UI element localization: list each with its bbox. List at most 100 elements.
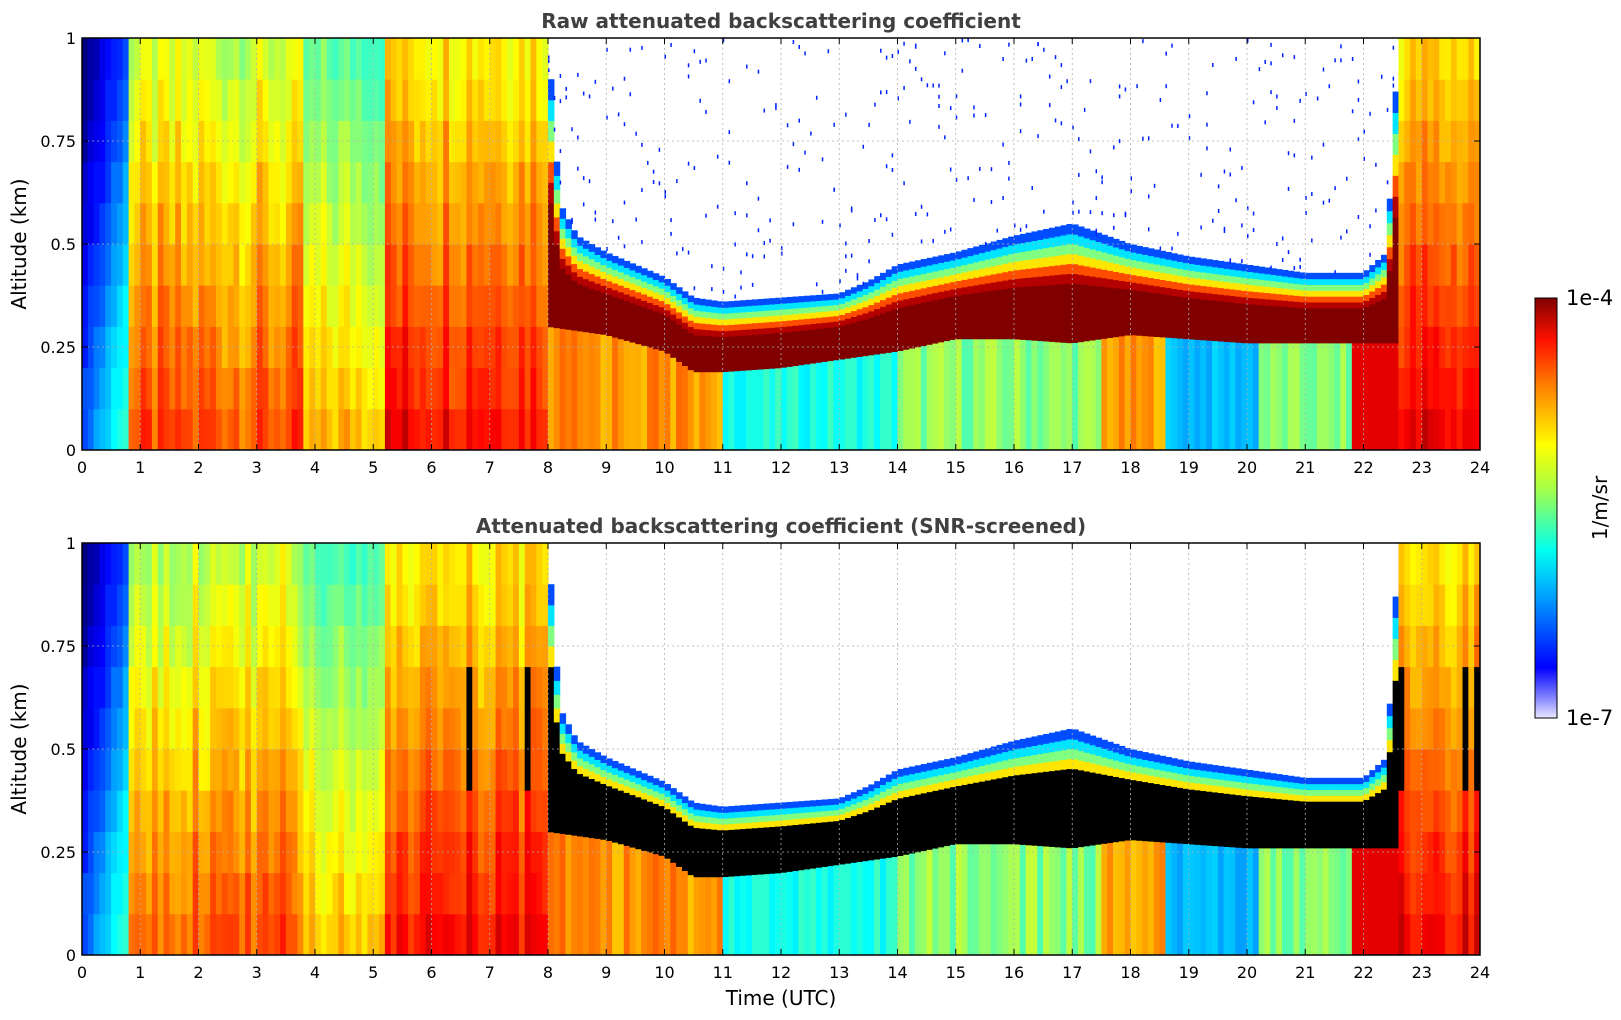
heatmap-cell (1043, 771, 1050, 782)
heatmap-cell (1043, 275, 1050, 286)
heatmap-cell (250, 326, 258, 369)
heatmap-cell (396, 161, 403, 204)
heatmap-cell (652, 310, 660, 350)
heatmap-cell (827, 810, 835, 817)
heatmap-cell (664, 858, 671, 955)
heatmap-cell (868, 304, 875, 312)
heatmap-cell (1468, 120, 1475, 163)
heatmap-cell (868, 310, 875, 318)
heatmap-cell (938, 846, 945, 955)
heatmap-cell (285, 666, 293, 709)
heatmap-cell (1270, 280, 1277, 288)
heatmap-cell (1101, 748, 1108, 758)
heatmap-cell (402, 244, 409, 286)
heatmap-cell (1124, 763, 1132, 772)
heatmap-cell (128, 913, 136, 955)
noise-speck (1351, 56, 1354, 61)
heatmap-cell (542, 202, 549, 245)
heatmap-cell (862, 823, 869, 862)
y-tick-label: 1 (66, 29, 76, 48)
heatmap-cell (116, 707, 124, 750)
heatmap-cell (804, 307, 811, 314)
heatmap-cell (233, 584, 240, 626)
heatmap-cell (1171, 295, 1178, 339)
noise-speck (565, 95, 567, 100)
heatmap-cell (1235, 774, 1242, 783)
noise-speck (1153, 183, 1156, 188)
heatmap-cell (944, 802, 951, 847)
heatmap-cell (1293, 812, 1301, 849)
heatmap-cell (746, 810, 753, 817)
heatmap-cell (507, 408, 514, 450)
heatmap-cell (990, 273, 998, 283)
heatmap-cell (1316, 789, 1324, 796)
noise-speck (612, 219, 614, 224)
heatmap-cell (332, 79, 339, 121)
heatmap-cell (181, 790, 188, 832)
heatmap-cell (1456, 872, 1464, 915)
heatmap-cell (157, 625, 165, 668)
heatmap-cell (1433, 543, 1440, 585)
heatmap-cell (1043, 228, 1050, 239)
heatmap-cell (996, 769, 1003, 779)
heatmap-cell (1089, 257, 1097, 268)
heatmap-cell (839, 303, 846, 310)
heatmap-cell (681, 802, 689, 810)
heatmap-cell (163, 749, 170, 791)
heatmap-cell (495, 707, 502, 750)
heatmap-cell (134, 543, 141, 585)
heatmap-cell (163, 872, 170, 915)
heatmap-cell (414, 408, 421, 450)
heatmap-cell (1421, 161, 1429, 204)
heatmap-cell (227, 202, 235, 245)
heatmap-cell (1101, 243, 1108, 253)
heatmap-cell (1357, 812, 1365, 849)
heatmap-cell (140, 285, 147, 327)
heatmap-cell (1031, 240, 1038, 251)
noise-speck (839, 279, 841, 284)
heatmap-cell (367, 831, 374, 874)
heatmap-cell (1066, 243, 1073, 255)
heatmap-cell (600, 278, 607, 286)
heatmap-cell (769, 327, 776, 334)
heatmap-cell (402, 408, 409, 450)
heatmap-cell (588, 837, 596, 955)
noise-speck (1363, 156, 1365, 161)
heatmap-cell (676, 866, 683, 955)
heatmap-cell (332, 326, 339, 369)
heatmap-cell (647, 801, 654, 809)
heatmap-cell (303, 707, 310, 750)
heatmap-cell (1159, 293, 1167, 338)
heatmap-cell (367, 666, 374, 709)
heatmap-cell (280, 543, 287, 585)
heatmap-cell (1468, 79, 1475, 121)
heatmap-cell (1439, 161, 1446, 204)
noise-speck (973, 105, 975, 110)
noise-speck (553, 127, 556, 132)
heatmap-cell (419, 666, 427, 709)
heatmap-cell (588, 280, 596, 289)
heatmap-cell (845, 823, 852, 830)
heatmap-cell (1043, 761, 1050, 772)
heatmap-cell (460, 161, 468, 204)
heatmap-cell (903, 298, 910, 307)
heatmap-cell (233, 285, 240, 327)
heatmap-cell (1014, 748, 1021, 758)
heatmap-cell (419, 749, 427, 791)
heatmap-cell (181, 161, 188, 204)
heatmap-cell (711, 300, 718, 307)
heatmap-cell (676, 810, 683, 818)
heatmap-cell (460, 38, 468, 80)
heatmap-cell (1217, 792, 1225, 800)
heatmap-cell (239, 408, 246, 450)
noise-speck (1287, 151, 1290, 156)
heatmap-cell (1078, 341, 1085, 450)
heatmap-cell (810, 834, 817, 869)
heatmap-cell (746, 369, 753, 450)
heatmap-cell (1305, 801, 1312, 808)
heatmap-cell (810, 323, 817, 330)
heatmap-cell (868, 815, 875, 823)
heatmap-cell (909, 788, 916, 796)
heatmap-cell (338, 120, 345, 163)
heatmap-cell (996, 786, 1003, 795)
